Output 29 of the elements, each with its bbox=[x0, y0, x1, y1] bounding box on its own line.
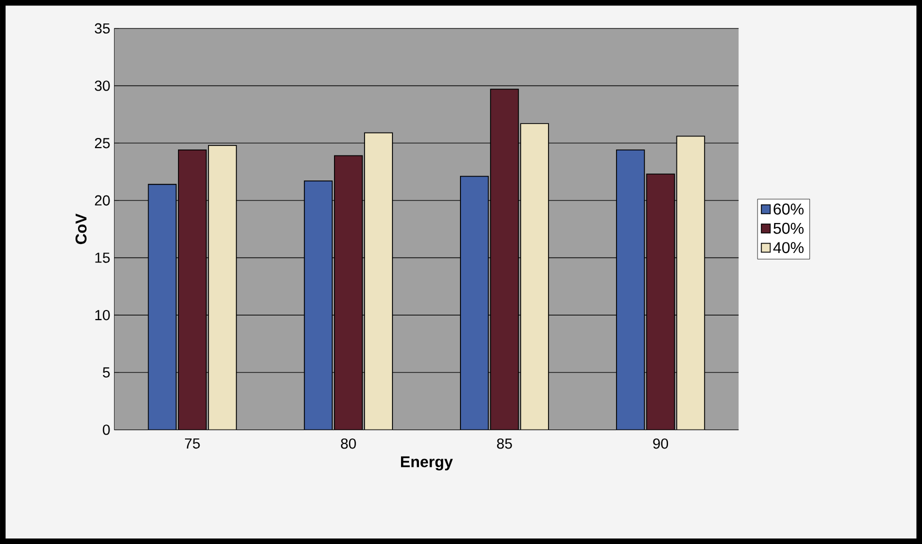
bar bbox=[208, 144, 237, 430]
y-axis-title: CoV bbox=[76, 214, 87, 244]
bar bbox=[676, 136, 706, 430]
y-tick-label: 0 bbox=[102, 424, 110, 435]
bar bbox=[616, 150, 645, 430]
y-tick-label: 15 bbox=[95, 252, 110, 263]
x-tick-label: 75 bbox=[185, 438, 200, 449]
bar bbox=[490, 88, 519, 430]
bar bbox=[364, 132, 393, 430]
y-tick-label: 10 bbox=[95, 310, 110, 320]
bar bbox=[178, 150, 207, 430]
bar bbox=[148, 184, 177, 430]
y-tick-label: 35 bbox=[94, 23, 110, 34]
x-tick-label: 90 bbox=[653, 438, 668, 449]
x-axis-title: Energy bbox=[401, 456, 453, 470]
legend-label: 40% bbox=[773, 242, 804, 254]
y-tick-label: 20 bbox=[94, 195, 110, 206]
bar bbox=[646, 174, 675, 430]
legend-label: 60% bbox=[774, 204, 804, 215]
bar bbox=[334, 155, 363, 430]
bar bbox=[520, 123, 549, 430]
bar bbox=[460, 176, 489, 430]
legend-label: 50% bbox=[774, 222, 804, 234]
y-tick-label: 25 bbox=[94, 138, 110, 148]
y-tick-label: 30 bbox=[94, 80, 110, 91]
y-tick-label: 5 bbox=[102, 367, 110, 378]
bar bbox=[304, 180, 333, 430]
x-tick-label: 85 bbox=[497, 438, 512, 449]
x-tick-label: 80 bbox=[340, 438, 356, 449]
